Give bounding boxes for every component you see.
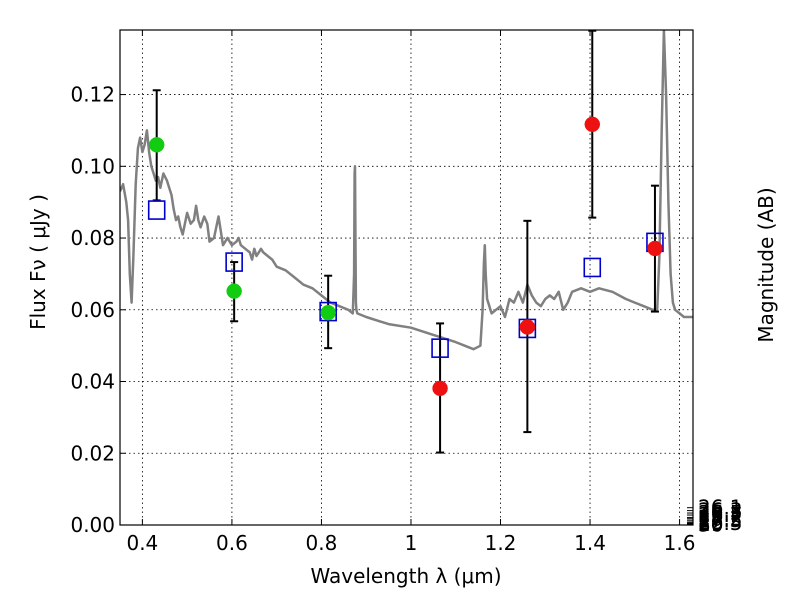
observed-flux-point xyxy=(519,319,536,335)
model-photometry-square xyxy=(225,252,243,272)
plot-frame xyxy=(119,29,694,526)
grid xyxy=(120,30,693,526)
markers-layer xyxy=(147,116,664,397)
observed-flux-point xyxy=(584,116,601,133)
y-tick-label: 0.12 xyxy=(70,83,115,107)
magnitude-tick-label: 27.2 xyxy=(698,507,743,531)
magnitude-tick-label: 26.3 xyxy=(698,499,743,523)
x-tick-label: 1 xyxy=(405,531,418,555)
observed-flux-point xyxy=(320,304,336,321)
magnitude-tick-label: 27 xyxy=(698,505,723,529)
magnitude-tick-label: 26.1 xyxy=(698,496,743,520)
magnitude-tick-label: 28 xyxy=(698,510,723,534)
model-photometry-square xyxy=(583,257,602,278)
x-tick-labels: 0.4 0.6 0.8 1 1.2 1.4 1.6 xyxy=(126,531,695,555)
x-tick-label: 1.2 xyxy=(485,531,517,555)
x-tick-label: 0.8 xyxy=(306,531,338,555)
y-tick-label: 0.02 xyxy=(70,441,115,465)
y-tick-label: 0.06 xyxy=(70,298,115,322)
y-tick-labels: 0.00 0.02 0.04 0.06 0.08 0.10 0.12 xyxy=(70,83,115,537)
x-tick-label: 1.6 xyxy=(664,531,696,555)
x-tick-label: 0.4 xyxy=(126,531,158,555)
y-tick-label: 0.08 xyxy=(70,226,115,250)
ticks xyxy=(120,30,693,526)
x-tick-label: 0.6 xyxy=(216,531,248,555)
y-tick-label: 0.10 xyxy=(70,154,115,178)
model-photometry-square xyxy=(147,200,166,220)
y-tick-label: 0.00 xyxy=(70,513,115,537)
magnitude-tick-label: 29 xyxy=(698,512,723,536)
magnitude-tick-label: 26.7 xyxy=(698,503,743,527)
x-axis-title: Wavelength λ (μm) xyxy=(310,564,501,588)
magnitude-tick-label: 28.5 xyxy=(698,511,743,535)
observed-flux-point xyxy=(647,240,663,257)
y2-axis-title: Magnitude (AB) xyxy=(754,187,778,342)
magnitude-tick-label: 26.5 xyxy=(698,501,743,525)
observed-flux-point xyxy=(432,380,448,397)
y-tick-label: 0.04 xyxy=(70,370,115,394)
observed-flux-point xyxy=(226,283,242,299)
model-photometry-square xyxy=(431,338,449,358)
observed-flux-point xyxy=(148,137,165,153)
model-photometry-square xyxy=(319,301,337,322)
y-axis-title: Flux Fν ( μJy ) xyxy=(26,194,50,330)
magnitude-tick-label: 27.5 xyxy=(698,508,743,532)
magnitude-tick-label: 30 xyxy=(698,513,723,537)
x-tick-label: 1.4 xyxy=(574,531,606,555)
